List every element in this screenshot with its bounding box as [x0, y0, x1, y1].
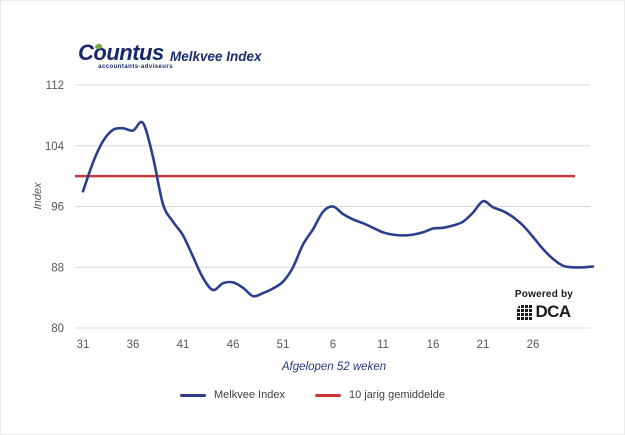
legend-label-10-jarig-gemiddelde: 10 jarig gemiddelde	[348, 389, 445, 401]
chart-legend: Melkvee Index 10 jarig gemiddelde	[0, 389, 625, 401]
y-tick-104: 104	[45, 141, 65, 153]
legend-swatch-10-jarig-gemiddelde	[314, 393, 341, 397]
series-line-melkvee-index[interactable]	[81, 120, 595, 298]
y-tick-88: 88	[51, 262, 64, 274]
x-tick-6: 6	[330, 339, 336, 351]
x-tick-51: 51	[277, 339, 290, 351]
y-tick-96: 96	[51, 202, 64, 214]
x-tick-11: 11	[377, 339, 389, 351]
x-tick-41: 41	[177, 339, 190, 351]
x-tick-21: 21	[477, 339, 490, 351]
dca-wordmark: DCA	[535, 302, 571, 321]
legend-label-melkvee-index: Melkvee Index	[214, 389, 285, 401]
y-axis-title: Index	[32, 182, 44, 210]
x-axis-title: Afgelopen 52 weken	[281, 361, 387, 373]
powered-by-badge: Powered by DCA	[508, 289, 580, 322]
x-tick-16: 16	[427, 339, 440, 351]
powered-by-label: Powered by	[514, 289, 574, 300]
countus-logo: Countus accountants·adviseurs	[78, 42, 173, 71]
y-tick-112: 112	[46, 80, 64, 92]
x-tick-46: 46	[227, 339, 240, 351]
legend-item-10-jarig-gemiddelde[interactable]: 10 jarig gemiddelde	[314, 389, 445, 401]
y-tick-80: 80	[51, 323, 64, 335]
legend-swatch-melkvee-index	[180, 393, 207, 397]
dca-grid-icon	[517, 304, 533, 320]
x-tick-31: 31	[77, 339, 90, 351]
page-title: Melkvee Index	[170, 49, 262, 64]
legend-item-melkvee-index[interactable]: Melkvee Index	[180, 389, 285, 401]
countus-wordmark: Countus	[78, 42, 173, 64]
x-tick-26: 26	[527, 339, 540, 351]
x-tick-36: 36	[127, 339, 140, 351]
countus-logo-tagline: accountants·adviseurs	[98, 64, 173, 70]
